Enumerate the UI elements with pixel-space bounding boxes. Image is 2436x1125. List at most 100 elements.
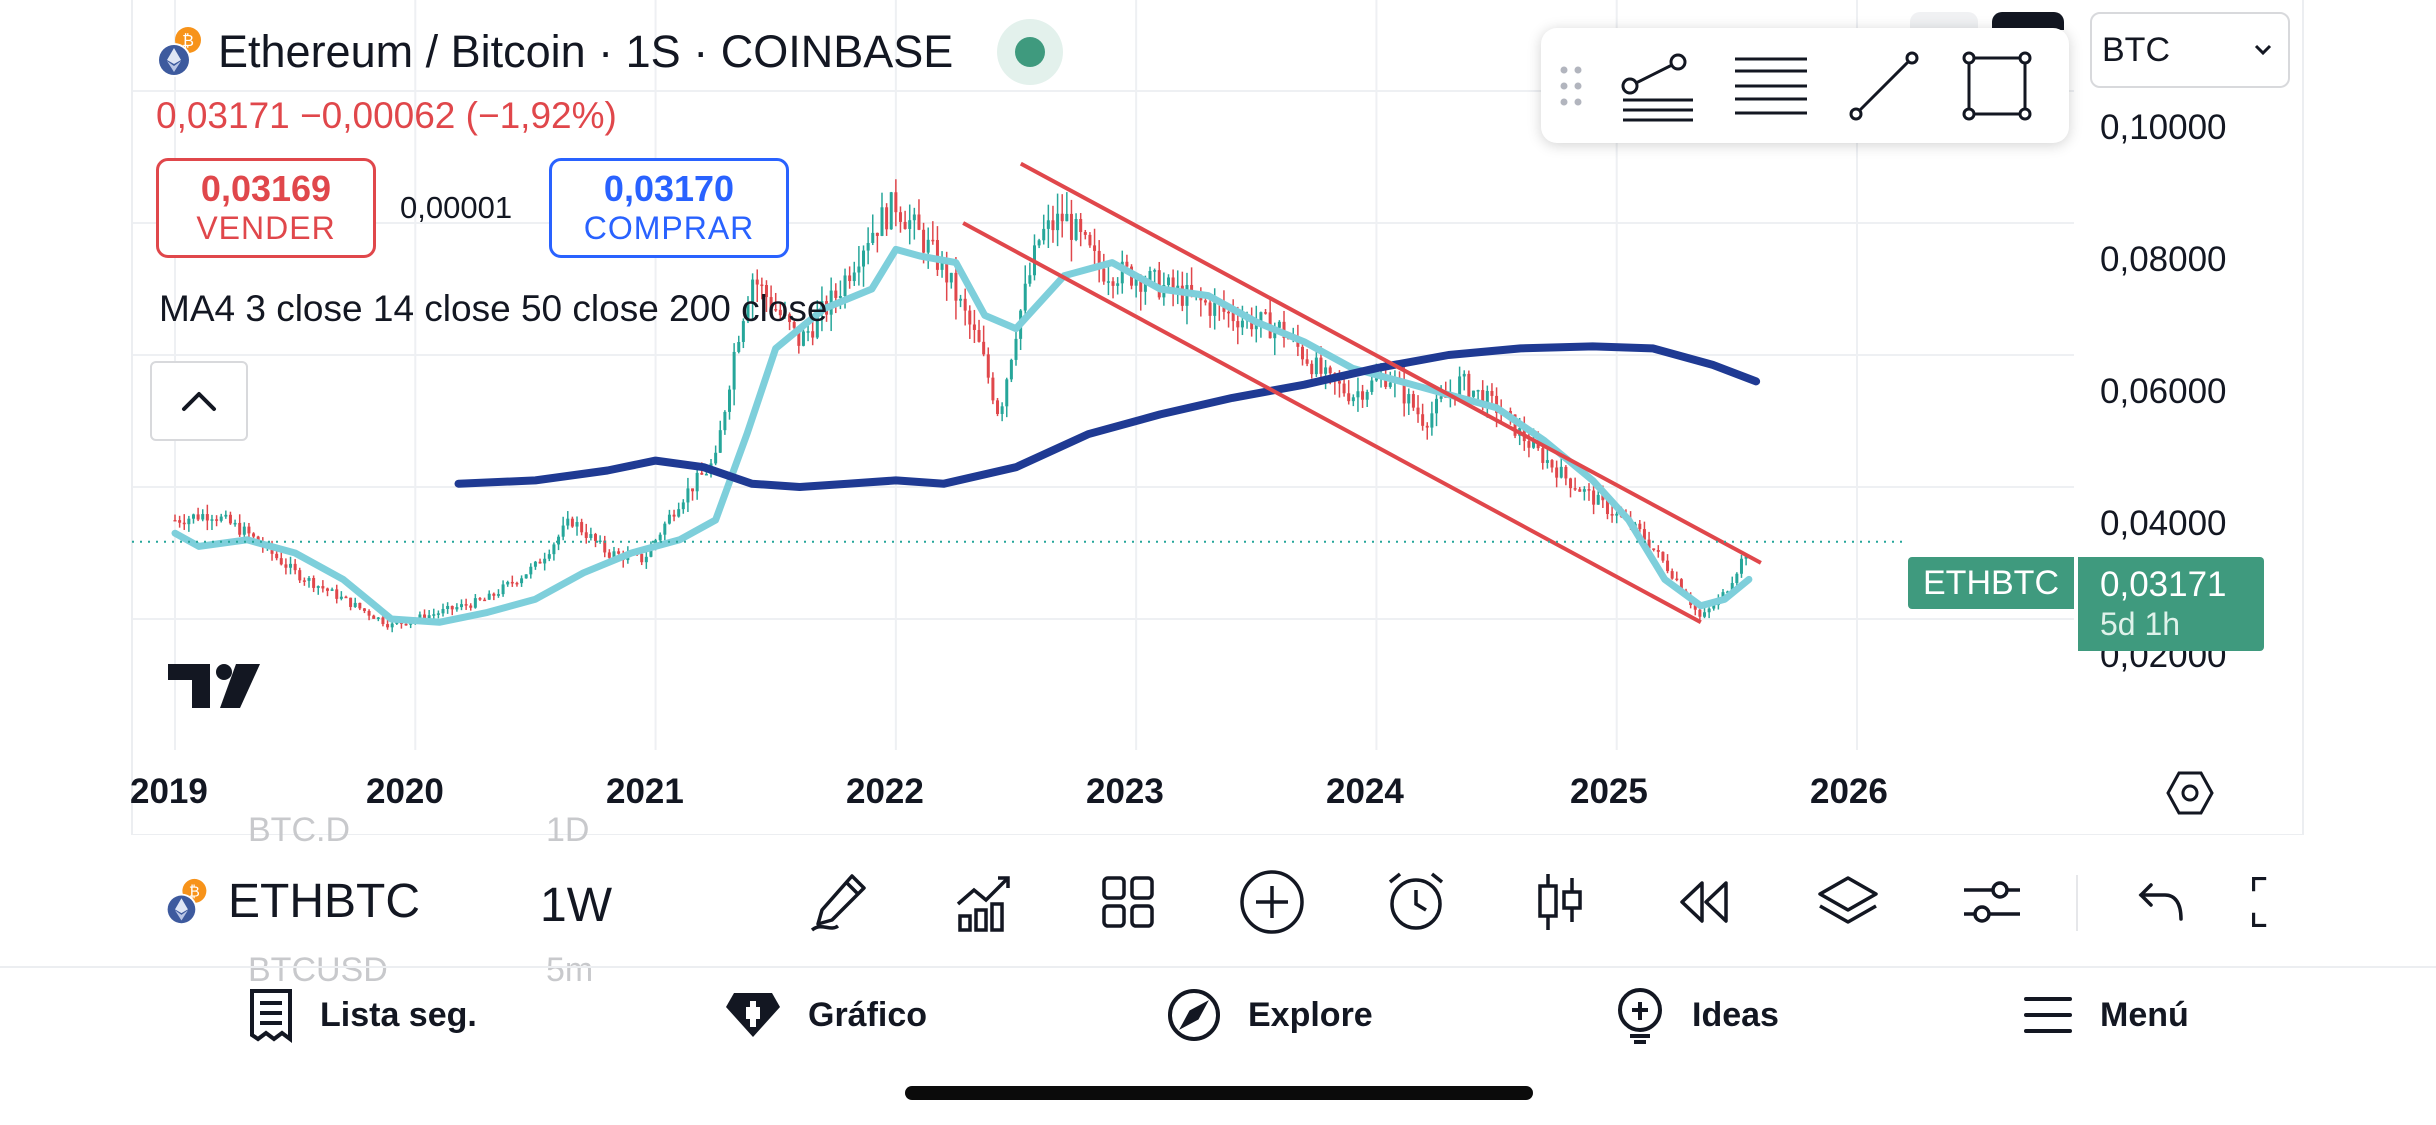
candle-body: [644, 556, 648, 563]
pencil-icon[interactable]: [802, 864, 878, 940]
price-change: 0,03171 −0,00062 (−1,92%): [156, 95, 617, 136]
candle-body: [589, 534, 593, 538]
chevron-up-icon: [182, 392, 216, 411]
grip-icon[interactable]: [1541, 64, 1601, 108]
candle-body: [1277, 321, 1281, 328]
settings-sliders-icon[interactable]: [1954, 864, 2030, 940]
candle-body: [1439, 396, 1443, 399]
candle-body: [848, 275, 852, 282]
chart-type-button[interactable]: [1910, 12, 1978, 30]
candle-body: [228, 514, 232, 524]
candle-body: [353, 602, 357, 607]
candle-body: [178, 520, 182, 523]
add-circle-icon[interactable]: [1234, 864, 1310, 940]
horizontal-lines-icon[interactable]: [1714, 36, 1827, 136]
trend-line-with-levels-icon[interactable]: [1601, 36, 1714, 136]
candle-body: [1587, 489, 1591, 491]
alarm-icon[interactable]: [1378, 864, 1454, 940]
candle-body: [1485, 390, 1489, 408]
candle-body: [395, 622, 399, 624]
indicators-icon[interactable]: [946, 864, 1022, 940]
x-axis-label: 2024: [1326, 772, 1404, 811]
rectangle-icon[interactable]: [1940, 36, 2053, 136]
indicator-legend[interactable]: MA4 3 close 14 close 50 close 200 close: [159, 288, 828, 329]
tradingview-logo: [166, 662, 261, 715]
candle-body: [746, 302, 750, 322]
chart-area[interactable]: [0, 0, 2436, 835]
x-axis-label: 2023: [1086, 772, 1164, 811]
candle-body: [1388, 382, 1392, 387]
compare-symbol-select[interactable]: BTC: [2090, 12, 2290, 88]
candle-body: [219, 516, 223, 521]
replay-icon[interactable]: [1666, 864, 1742, 940]
price-chart[interactable]: [0, 0, 2436, 835]
market-status-indicator[interactable]: [997, 19, 1064, 85]
candle-body: [806, 331, 810, 333]
timeframe-selector[interactable]: 1W: [540, 879, 612, 932]
candle-body: [1000, 406, 1004, 414]
chart-settings-icon[interactable]: [2165, 770, 2215, 821]
nav-watchlist[interactable]: Lista seg.: [248, 985, 477, 1045]
candle-body: [492, 593, 496, 596]
nav-ideas[interactable]: Ideas: [1614, 985, 1779, 1045]
last-price-tag: 0,03171 5d 1h: [2078, 557, 2264, 651]
candle-body: [441, 608, 445, 614]
candle-body: [1402, 380, 1406, 404]
candle-body: [1069, 213, 1073, 240]
candle-body: [755, 279, 759, 285]
candle-body: [1462, 373, 1466, 377]
chart-icon: [726, 993, 780, 1037]
candle-body: [607, 552, 611, 558]
candle-body: [191, 514, 195, 519]
candle-body: [330, 589, 334, 591]
collapse-legend-button[interactable]: [150, 361, 248, 441]
candle-body: [1065, 213, 1069, 222]
x-axis-label: 2026: [1810, 772, 1888, 811]
symbol-title[interactable]: Ethereum / Bitcoin · 1S · COINBASE: [218, 26, 954, 77]
nav-chart[interactable]: Gráfico: [724, 985, 927, 1045]
candle-body: [1532, 440, 1536, 448]
nav-menu[interactable]: Menú: [2022, 985, 2189, 1045]
candle-body: [649, 546, 653, 557]
candle-body: [1476, 390, 1480, 392]
candle-body: [1467, 373, 1471, 397]
active-layout-button[interactable]: [1992, 12, 2064, 30]
candle-body: [215, 519, 219, 521]
candle-body: [1240, 320, 1244, 328]
candle-body: [996, 400, 1000, 414]
undo-icon[interactable]: [2122, 864, 2198, 940]
fullscreen-icon[interactable]: [2250, 864, 2304, 940]
layers-icon[interactable]: [1810, 864, 1886, 940]
candle-body: [1559, 466, 1563, 478]
candle-body: [1425, 425, 1429, 428]
grid-icon[interactable]: [1090, 864, 1166, 940]
symbol-selector[interactable]: ₿ ETHBTC: [164, 874, 420, 929]
trend-line-icon[interactable]: [1827, 36, 1940, 136]
candle-body: [838, 296, 842, 298]
candle-body: [538, 561, 542, 564]
candles-icon[interactable]: [1522, 864, 1598, 940]
candle-body: [718, 430, 722, 453]
candle-body: [1347, 393, 1351, 402]
sell-button[interactable]: 0,03169 VENDER: [156, 158, 376, 258]
last-price-value: 0,03171: [2100, 565, 2227, 604]
candle-body: [1106, 281, 1110, 283]
candle-body: [1051, 220, 1055, 231]
candle-body: [926, 239, 930, 253]
buy-button[interactable]: 0,03170 COMPRAR: [549, 158, 789, 258]
candle-body: [372, 615, 376, 619]
candle-body: [1190, 285, 1194, 294]
watchlist-icon: [250, 989, 292, 1043]
candle-body: [1421, 414, 1425, 426]
candle-body: [1384, 375, 1388, 387]
candle-body: [922, 229, 926, 253]
candle-body: [783, 314, 787, 316]
ghost-watchlist-timeframe: 1D: [546, 811, 590, 849]
candle-body: [1009, 359, 1013, 380]
candle-body: [1203, 300, 1207, 303]
nav-explore[interactable]: Explore: [1166, 985, 1373, 1045]
candle-body: [1042, 228, 1046, 241]
candle-body: [1310, 363, 1314, 375]
candle-body: [769, 297, 773, 310]
ideas-icon: [1618, 988, 1662, 1044]
